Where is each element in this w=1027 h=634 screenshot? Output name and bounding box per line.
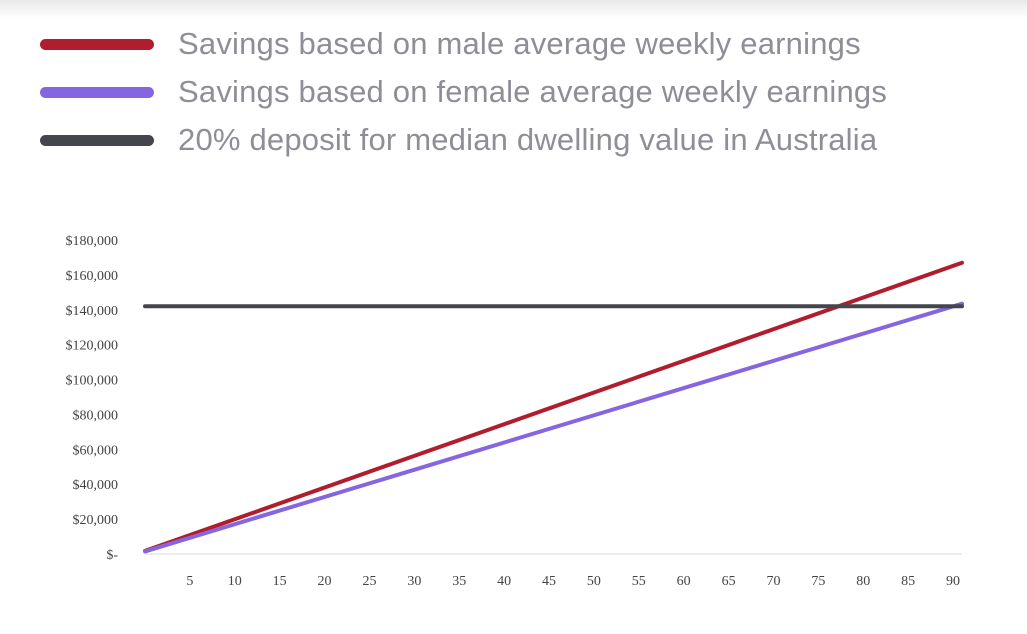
series-line-female [143, 301, 964, 554]
y-tick-label: $40,000 [73, 478, 119, 493]
x-tick-label: 60 [677, 574, 691, 589]
x-tick-label: 5 [186, 574, 193, 589]
y-tick-label: $80,000 [73, 408, 119, 423]
legend-label-deposit: 20% deposit for median dwelling value in… [178, 122, 878, 157]
x-tick-label: 10 [228, 574, 242, 589]
x-tick-label: 15 [273, 574, 287, 589]
x-tick-label: 50 [587, 574, 601, 589]
legend-label-female: Savings based on female average weekly e… [178, 74, 888, 109]
top-shadow [0, 0, 1027, 18]
x-tick-label: 35 [452, 574, 466, 589]
x-tick-label: 30 [407, 574, 421, 589]
y-tick-label: $60,000 [73, 443, 119, 458]
series-line-male [143, 260, 964, 553]
y-tick-label: $20,000 [73, 513, 119, 528]
x-tick-label: 90 [946, 574, 960, 589]
legend-swatch-male [40, 38, 154, 50]
x-tick-label: 75 [811, 574, 825, 589]
x-tick-label: 25 [362, 574, 376, 589]
x-tick-label: 65 [722, 574, 736, 589]
y-tick-label: $- [106, 548, 118, 563]
legend-label-male: Savings based on male average weekly ear… [178, 26, 861, 61]
x-axis-labels: 5 10 15 20 25 30 35 40 45 50 55 60 65 70 75 80 85 90 [186, 574, 960, 589]
x-tick-label: 55 [632, 574, 646, 589]
y-tick-label: $160,000 [66, 269, 119, 284]
legend-item-male: Savings based on male average weekly ear… [40, 20, 887, 68]
legend-swatch-deposit [40, 134, 154, 146]
x-tick-label: 80 [856, 574, 870, 589]
chart-legend: Savings based on male average weekly ear… [40, 20, 887, 164]
y-axis-labels: $- $20,000 $40,000 $60,000 $80,000 $100,000 $1… [66, 234, 119, 563]
legend-item-deposit: 20% deposit for median dwelling value in… [40, 116, 887, 164]
series-lines [143, 260, 964, 554]
x-tick-label: 40 [497, 574, 511, 589]
legend-item-female: Savings based on female average weekly e… [40, 68, 887, 116]
x-tick-label: 85 [901, 574, 915, 589]
x-tick-label: 70 [766, 574, 780, 589]
y-tick-label: $140,000 [66, 304, 119, 319]
legend-swatch-female [40, 86, 154, 98]
x-tick-label: 45 [542, 574, 556, 589]
y-tick-label: $100,000 [66, 374, 119, 389]
y-tick-label: $120,000 [66, 339, 119, 354]
y-tick-label: $180,000 [66, 234, 119, 249]
x-tick-label: 20 [318, 574, 332, 589]
